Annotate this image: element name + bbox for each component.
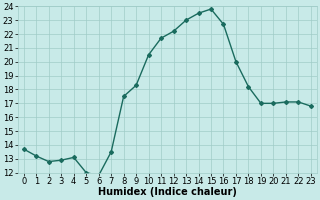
- X-axis label: Humidex (Indice chaleur): Humidex (Indice chaleur): [98, 187, 237, 197]
